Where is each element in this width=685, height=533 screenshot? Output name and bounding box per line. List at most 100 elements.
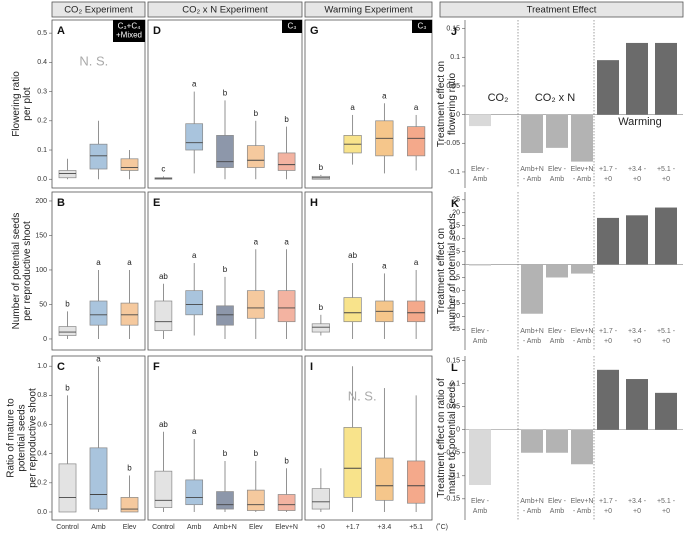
x-tick-label: Control	[56, 524, 79, 531]
header: CO₂ x N Experiment	[182, 5, 268, 16]
x-tick-label: Control	[152, 524, 175, 531]
significance-letter: b	[223, 88, 228, 97]
y-axis-label: Treatment effect on	[436, 228, 447, 314]
x-tick-label: +1.7	[346, 524, 360, 531]
header: Warming Experiment	[324, 5, 413, 16]
annotation: N. S.	[348, 388, 377, 403]
box	[246, 489, 265, 511]
y-tick-label: 150	[35, 232, 47, 239]
box	[185, 479, 204, 506]
panel-frame	[51, 191, 146, 351]
x-tick-label: Elev -	[548, 498, 567, 505]
bar	[469, 264, 491, 266]
badge-text: C₃+C₄	[118, 22, 141, 31]
y-tick-label: 0.6	[37, 421, 47, 428]
bar	[655, 392, 677, 430]
y-axis-label: potential seeds	[17, 404, 28, 471]
x-tick-label: +0	[633, 508, 641, 515]
significance-letter: a	[350, 103, 355, 112]
bar	[521, 264, 543, 314]
badge-box	[412, 20, 432, 33]
panel-frame	[147, 191, 303, 351]
box	[120, 497, 139, 513]
bar	[546, 264, 568, 278]
box	[120, 158, 139, 171]
significance-letter: ab	[159, 420, 168, 429]
x-tick-label: Elev -	[471, 328, 490, 335]
x-tick-label: Amb	[91, 524, 106, 531]
y-tick-label: -0.1	[448, 169, 460, 176]
y-tick-label: -0.05	[444, 450, 460, 457]
bar	[546, 114, 568, 148]
box	[277, 290, 296, 323]
panel-frame	[304, 355, 433, 521]
significance-letter: ab	[159, 272, 168, 281]
y-tick-label: 0.2	[37, 480, 47, 487]
y-tick-label: 0.15	[446, 357, 460, 364]
x-tick-label: Amb	[473, 338, 488, 345]
y-tick-label: 0	[456, 111, 460, 118]
y-tick-label: 0.5	[37, 30, 47, 37]
y-tick-label: 0.8	[37, 392, 47, 399]
bar	[521, 114, 543, 154]
y-tick-label: -0.15	[444, 496, 460, 503]
box	[375, 457, 394, 501]
y-axis-label: number of potential seeds	[447, 213, 458, 328]
significance-letter: b	[223, 449, 228, 458]
panel-letter: G	[310, 25, 319, 37]
bar	[521, 429, 543, 453]
significance-letter: b	[284, 456, 289, 465]
y-axis-label: per plot	[22, 87, 33, 121]
y-tick-label: 0.1	[450, 380, 460, 387]
box	[58, 326, 77, 336]
significance-letter: a	[382, 91, 387, 100]
panel-frame	[304, 191, 433, 351]
y-tick-label: 0.05	[446, 83, 460, 90]
bar	[626, 379, 648, 430]
y-axis-label: Number of potential seeds	[11, 213, 22, 330]
x-tick-label: Amb	[550, 176, 565, 183]
annotation: Warming	[618, 116, 662, 128]
x-tick-label: Amb+N	[213, 524, 237, 531]
x-tick-label: +5.1 -	[657, 166, 676, 173]
bar	[571, 264, 593, 274]
annotation: CO₂ x N	[535, 92, 575, 104]
panel-frame	[51, 355, 146, 521]
y-tick-label: 0.1	[37, 147, 47, 154]
header-box	[304, 1, 433, 18]
annotation: N. S.	[79, 53, 108, 68]
significance-letter: b	[319, 163, 324, 172]
box	[407, 460, 426, 504]
x-tick-label: +0	[604, 176, 612, 183]
x-tick-label: Amb+N	[520, 166, 544, 173]
header-box	[439, 1, 684, 18]
x-tick-label: Elev+N	[571, 328, 594, 335]
y-axis-label: flowering ratio	[447, 72, 458, 135]
box	[343, 297, 362, 323]
box	[311, 323, 330, 333]
box	[277, 152, 296, 171]
x-tick-label: Elev	[123, 524, 137, 531]
x-tick-label: - Amb	[523, 176, 541, 183]
significance-letter: a	[96, 258, 101, 267]
box	[58, 463, 77, 513]
bar	[626, 42, 648, 115]
x-tick-label: Amb+N	[520, 328, 544, 335]
x-tick-label: Elev -	[548, 166, 567, 173]
x-tick-label: +0	[633, 176, 641, 183]
box	[185, 123, 204, 151]
bar	[626, 215, 648, 265]
x-tick-label: +0	[604, 508, 612, 515]
y-tick-label: -15	[450, 300, 460, 307]
bar	[597, 60, 619, 115]
panel-letter: B	[57, 197, 65, 209]
x-tick-label: +1.7 -	[599, 498, 618, 505]
box	[311, 488, 330, 510]
x-tick-label: - Amb	[573, 176, 591, 183]
y-tick-label: -10	[450, 287, 460, 294]
x-tick-label: Amb	[187, 524, 202, 531]
y-tick-label: 25	[452, 197, 460, 204]
y-axis-label: mature to potential seeds	[447, 382, 458, 494]
box	[216, 491, 234, 510]
